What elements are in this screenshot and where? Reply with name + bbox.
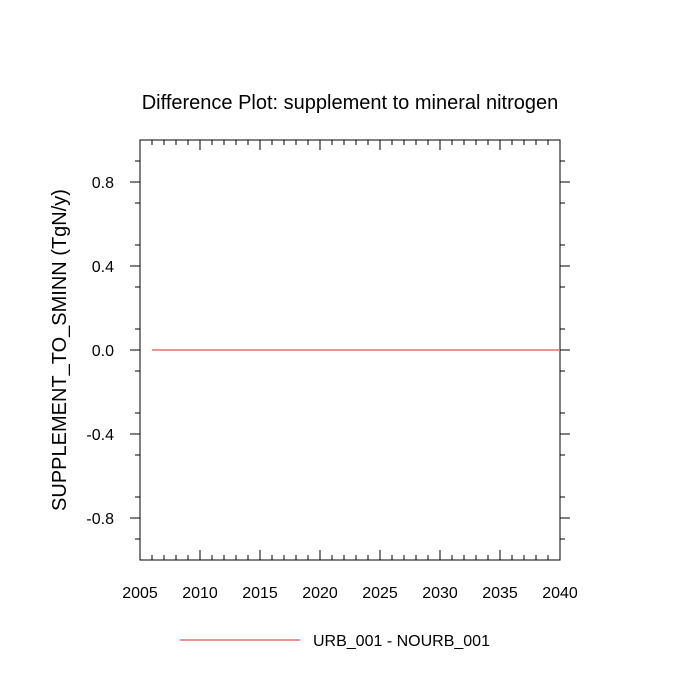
- y-tick-label: 0.0: [92, 343, 114, 360]
- x-axis: 2005 2010 2015 2020 2025 2030 2035 2040: [122, 140, 578, 602]
- legend: URB_001 - NOURB_001: [180, 633, 490, 650]
- x-tick-label: 2010: [182, 585, 218, 602]
- x-tick-label: 2040: [542, 585, 578, 602]
- y-axis-label: SUPPLEMENT_TO_SMINN (TgN/y): [49, 189, 71, 511]
- y-tick-label: -0.4: [86, 427, 114, 444]
- y-axis: -0.8 -0.4 0.0 0.4 0.8: [86, 175, 570, 528]
- y-tick-label: 0.8: [92, 175, 114, 192]
- y-tick-label: 0.4: [92, 259, 114, 276]
- x-tick-label: 2030: [422, 585, 458, 602]
- y-tick-label: -0.8: [86, 511, 114, 528]
- x-tick-label: 2015: [242, 585, 278, 602]
- legend-label: URB_001 - NOURB_001: [313, 633, 490, 650]
- x-tick-label: 2020: [302, 585, 338, 602]
- x-tick-label: 2025: [362, 585, 398, 602]
- minor-ticks: [135, 140, 565, 560]
- chart-title: Difference Plot: supplement to mineral n…: [142, 92, 559, 114]
- x-tick-label: 2005: [122, 585, 158, 602]
- x-tick-label: 2035: [482, 585, 518, 602]
